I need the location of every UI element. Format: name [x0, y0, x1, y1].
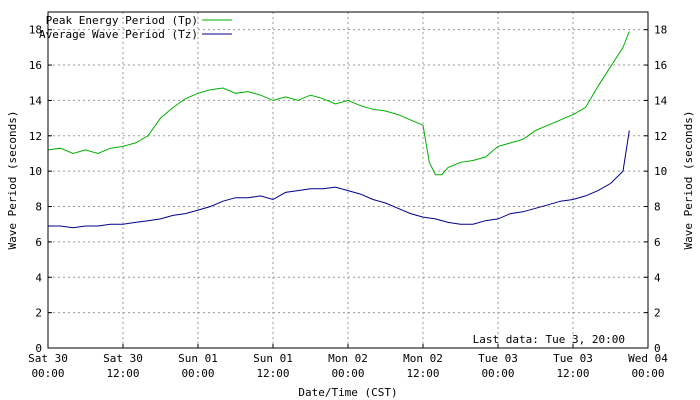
- x-tick-label-day: Mon 02: [328, 352, 368, 365]
- last-data-annotation: Last data: Tue 3, 20:00: [473, 333, 625, 346]
- x-tick-label-time: 00:00: [631, 367, 664, 380]
- y-tick-label-left: 4: [35, 271, 42, 284]
- x-tick-label-time: 00:00: [481, 367, 514, 380]
- y-tick-label-left: 6: [35, 236, 42, 249]
- x-tick-label-day: Sat 30: [28, 352, 68, 365]
- x-tick-label-day: Sun 01: [178, 352, 218, 365]
- y-axis-label-left: Wave Period (seconds): [6, 110, 19, 249]
- x-tick-label-day: Sun 01: [253, 352, 293, 365]
- y-tick-label-left: 18: [29, 24, 42, 37]
- x-tick-labels: Sat 30 00:00 Sat 30 12:00 Sun 01 00:00 Sun 01 1…: [28, 344, 668, 380]
- y-tick-label-left: 16: [29, 59, 42, 72]
- y-tick-label-left: 0: [35, 342, 42, 355]
- x-tick-label-day: Wed 04: [628, 352, 668, 365]
- y-tick-labels: 0 0 2 2 4 4 6 6 8 8 10 10 12 12 14 14 16 16 18 18: [29, 24, 668, 355]
- x-tick-label-time: 00:00: [31, 367, 64, 380]
- y-tick-label-left: 10: [29, 165, 42, 178]
- y-tick-label-left: 14: [29, 94, 43, 107]
- x-tick-label-day: Sat 30: [103, 352, 143, 365]
- x-tick-label-time: 12:00: [256, 367, 289, 380]
- y-axis-label-right: Wave Period (seconds): [682, 110, 695, 249]
- x-tick-label-time: 00:00: [331, 367, 364, 380]
- x-tick-label-day: Tue 03: [478, 352, 518, 365]
- x-tick-label-day: Tue 03: [553, 352, 593, 365]
- y-tick-label-right: 8: [654, 201, 661, 214]
- legend-label-tp: Peak Energy Period (Tp): [46, 14, 198, 27]
- x-tick-label-time: 12:00: [106, 367, 139, 380]
- series-line-tp: [47, 31, 630, 176]
- y-tick-label-right: 0: [654, 342, 661, 355]
- y-tick-label-left: 12: [29, 130, 42, 143]
- series-line-tz: [48, 130, 630, 229]
- y-tick-label-right: 12: [654, 130, 667, 143]
- x-tick-label-time: 12:00: [406, 367, 439, 380]
- y-tick-label-right: 2: [654, 307, 661, 320]
- y-tick-label-left: 2: [35, 307, 42, 320]
- legend: Peak Energy Period (Tp) Average Wave Per…: [39, 14, 232, 41]
- x-tick-label-time: 00:00: [181, 367, 214, 380]
- y-tick-label-left: 8: [35, 201, 42, 214]
- x-axis-label: Date/Time (CST): [298, 386, 397, 399]
- x-tick-label-day: Mon 02: [403, 352, 443, 365]
- grid-lines: [48, 12, 648, 348]
- x-tick-label-time: 12:00: [556, 367, 589, 380]
- legend-label-tz: Average Wave Period (Tz): [39, 28, 198, 41]
- y-tick-label-right: 14: [654, 94, 668, 107]
- series-lines: [47, 31, 630, 229]
- y-tick-label-right: 10: [654, 165, 667, 178]
- y-tick-label-right: 16: [654, 59, 667, 72]
- y-tick-label-right: 18: [654, 24, 667, 37]
- y-tick-label-right: 4: [654, 271, 661, 284]
- y-tick-label-right: 6: [654, 236, 661, 249]
